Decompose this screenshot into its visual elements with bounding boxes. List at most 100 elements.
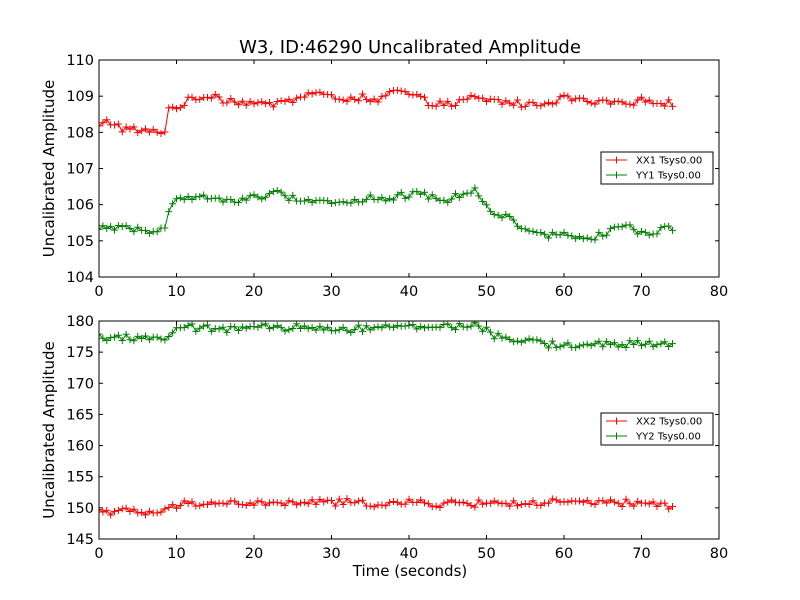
data-point-marker <box>471 184 479 192</box>
data-point-marker <box>529 497 537 505</box>
data-point-marker <box>273 97 281 105</box>
data-point-marker <box>165 504 173 512</box>
data-point-marker <box>537 229 545 237</box>
data-point-marker <box>304 89 312 97</box>
data-point-marker <box>579 94 587 102</box>
data-point-marker <box>196 324 204 332</box>
data-point-marker <box>626 100 634 108</box>
data-point-marker <box>157 130 165 138</box>
x-tick-label: 40 <box>400 284 418 300</box>
data-point-marker <box>641 228 649 236</box>
y-axis-label: Uncalibrated Amplitude <box>40 341 58 518</box>
data-point-marker <box>351 195 359 203</box>
data-point-marker <box>475 322 483 330</box>
data-point-marker <box>118 223 126 231</box>
data-point-marker <box>351 499 359 507</box>
data-point-marker <box>335 495 343 503</box>
data-point-marker <box>494 329 502 337</box>
data-point-marker <box>204 93 211 101</box>
data-point-marker <box>169 501 177 509</box>
data-point-marker <box>607 341 614 349</box>
data-point-marker <box>204 501 211 509</box>
data-point-marker <box>626 221 634 229</box>
data-point-marker <box>366 326 374 334</box>
data-point-marker <box>440 196 448 204</box>
data-point-marker <box>339 500 347 508</box>
data-point-marker <box>537 501 545 509</box>
data-point-marker <box>223 500 231 508</box>
data-point-marker <box>142 125 149 133</box>
data-point-marker <box>521 103 529 111</box>
y-tick-label: 165 <box>66 407 94 423</box>
data-point-marker <box>417 496 425 504</box>
data-point-marker <box>541 340 549 347</box>
data-point-marker <box>475 192 483 200</box>
data-point-marker <box>514 222 521 230</box>
data-point-marker <box>386 498 394 506</box>
data-point-marker <box>242 101 250 109</box>
data-point-marker <box>103 224 111 232</box>
data-point-marker <box>165 104 173 112</box>
data-point-marker <box>502 210 510 218</box>
data-point-marker <box>645 337 653 345</box>
data-point-marker <box>134 332 142 340</box>
data-point-marker <box>510 101 518 109</box>
data-point-marker <box>250 100 258 108</box>
data-point-marker <box>215 325 223 333</box>
data-point-marker <box>665 343 673 351</box>
data-point-marker <box>401 194 409 202</box>
data-point-marker <box>269 323 277 331</box>
data-point-marker <box>153 509 161 517</box>
data-point-marker <box>359 198 366 206</box>
data-point-marker <box>161 224 169 232</box>
data-point-marker <box>405 90 413 98</box>
y-tick-label: 170 <box>66 376 94 392</box>
data-point-marker <box>626 500 634 508</box>
y-tick-label: 150 <box>66 501 94 517</box>
data-point-marker <box>579 235 587 243</box>
data-point-marker <box>328 199 335 207</box>
data-point-marker <box>176 104 184 112</box>
data-point-marker <box>603 231 611 239</box>
data-point-marker <box>630 225 638 233</box>
data-point-marker <box>653 230 661 238</box>
data-point-marker <box>343 97 351 105</box>
data-point-marker <box>254 497 262 505</box>
data-point-marker <box>572 235 580 243</box>
data-point-marker <box>331 327 339 335</box>
data-point-marker <box>618 503 626 511</box>
data-point-marker <box>281 192 289 200</box>
data-point-marker <box>99 119 107 127</box>
data-point-marker <box>397 188 405 196</box>
data-point-marker <box>486 499 494 507</box>
legend-label: XX1 Tsys0.00 <box>636 156 702 167</box>
data-point-marker <box>320 498 328 506</box>
data-point-marker <box>506 335 514 343</box>
data-point-marker <box>545 344 552 352</box>
y-tick-label: 104 <box>66 270 94 286</box>
y-tick-label: 155 <box>66 470 94 486</box>
data-point-marker <box>641 340 649 348</box>
data-point-marker <box>142 227 149 235</box>
data-point-marker <box>486 207 494 215</box>
data-point-marker <box>118 336 126 344</box>
data-point-marker <box>452 326 459 334</box>
data-point-marker <box>545 234 552 242</box>
data-point-marker <box>638 342 645 350</box>
data-point-marker <box>266 98 273 106</box>
data-point-marker <box>273 499 281 507</box>
data-point-marker <box>246 192 254 200</box>
data-point-marker <box>618 98 626 106</box>
data-point-marker <box>262 501 270 509</box>
data-point-marker <box>645 96 653 104</box>
data-point-marker <box>308 198 316 206</box>
data-point-marker <box>599 343 607 351</box>
data-point-marker <box>312 500 320 508</box>
data-point-marker <box>634 230 642 238</box>
data-point-marker <box>262 193 270 201</box>
data-point-marker <box>161 128 169 136</box>
data-point-marker <box>122 504 130 512</box>
data-point-marker <box>335 95 343 103</box>
data-point-marker <box>591 340 599 348</box>
data-point-marker <box>266 325 273 333</box>
